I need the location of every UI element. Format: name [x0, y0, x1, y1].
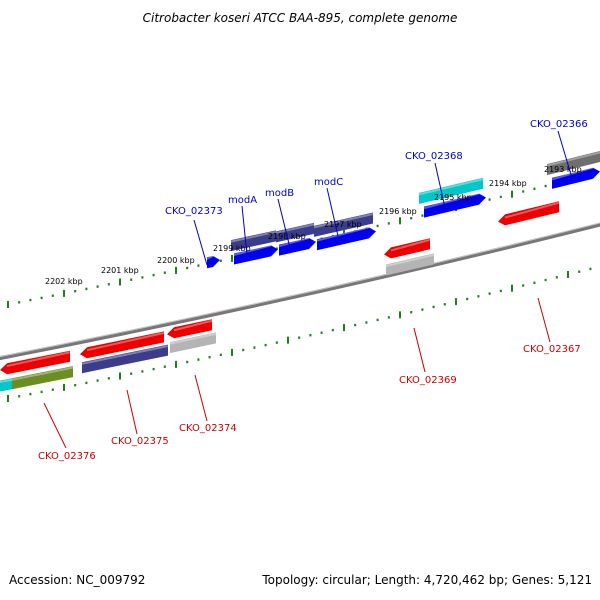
gene-cko-02374-bar [170, 332, 216, 354]
kbp-label: 2193 kbp [544, 165, 582, 174]
gene-cyan-edge [0, 378, 12, 392]
gene-cko-02366-arrow [552, 167, 600, 189]
gene-cko-02375-arrow-highlight [86, 331, 165, 352]
gene-cko-02376-bar-highlight [11, 366, 74, 381]
gene-label-moda: modA [228, 195, 257, 206]
connector-modc [326, 187, 339, 237]
topology-text: Topology: circular; Length: 4,720,462 bp… [261, 573, 592, 587]
gene-cko-02368-arrow-highlight [423, 192, 480, 210]
gene-moda-arrow-highlight [233, 244, 272, 256]
map-title: Citrobacter koseri ATCC BAA-895, complet… [143, 11, 458, 25]
gene-cko-02368-bar-highlight [418, 178, 484, 196]
kbp-label: 2201 kbp [101, 266, 139, 275]
kbp-label: 2199 kbp [213, 244, 251, 253]
connector-cko-02375 [126, 389, 138, 435]
gene-cko-02373 [207, 256, 220, 269]
connector-cko-02373 [193, 219, 208, 266]
gene-label-cko-02373: CKO_02373 [165, 206, 223, 217]
gene-cko-02374-arrow [167, 319, 212, 339]
gene-label-cko-02369: CKO_02369 [399, 375, 457, 386]
gene-moda-bar [231, 230, 276, 252]
gene-moda-bar-highlight [230, 230, 277, 243]
gene-label-cko-02374: CKO_02374 [179, 423, 237, 434]
gene-cko-02369-arrow [384, 238, 430, 259]
connector-cko-02374 [194, 374, 208, 422]
kbp-label: 2197 kbp [324, 220, 362, 229]
gene-modb-arrow [279, 237, 316, 256]
gene-cko-02375-arrow [80, 331, 164, 359]
gene-modc-arrow-highlight [316, 226, 370, 242]
gene-cko-02375-bar [82, 344, 168, 374]
connector-cko-02368 [434, 162, 447, 213]
gene-cko-02366-bar-highlight [546, 151, 600, 167]
kbp-label: 2200 kbp [157, 256, 195, 265]
connector-cko-02376 [43, 402, 67, 449]
gene-label-cko-02367: CKO_02367 [523, 344, 581, 355]
label-connectors [43, 130, 573, 449]
gene-moda-arrow [234, 245, 278, 265]
gene-label-modc: modC [314, 177, 343, 188]
gene-cko-02367-arrow [498, 201, 559, 226]
gene-cko-02366-bar [547, 151, 600, 176]
kbp-label: 2202 kbp [45, 277, 83, 286]
gene-cko-02367-arrow-highlight [504, 201, 560, 219]
kbp-label: 2194 kbp [489, 179, 527, 188]
gene-label-cko-02366: CKO_02366 [530, 119, 588, 130]
gene-cko-02373-highlight [206, 255, 214, 260]
gene-cko-02374-arrow-highlight [173, 319, 213, 332]
connector-moda [241, 205, 248, 256]
gene-modc-bar-highlight [313, 213, 374, 229]
gene-modb-bar [276, 222, 314, 243]
gene-cko-02375-bar-highlight [81, 345, 169, 365]
gene-cko-02366-arrow-highlight [551, 166, 594, 181]
gene-modc-arrow [317, 227, 376, 251]
accession-text: Accession: NC_009792 [9, 573, 145, 587]
gene-cko-02369-bar-highlight [385, 253, 435, 267]
gene-labels: CKO_02373 modA modB modC CKO_02368 CKO_0… [38, 119, 588, 462]
connector-cko-02369 [413, 327, 426, 373]
connector-cko-02367 [537, 297, 551, 343]
gene-label-cko-02375: CKO_02375 [111, 436, 169, 447]
gene-cko-02369-bar [386, 253, 434, 276]
gene-cko-02376-arrow [0, 350, 70, 375]
gene-cyan-edge-highlight [0, 378, 13, 384]
gene-modc-bar [314, 212, 373, 237]
gene-cko-02368-bar [419, 177, 483, 204]
gene-label-cko-02376: CKO_02376 [38, 451, 96, 462]
gene-modb-bar-highlight [275, 223, 315, 234]
gene-modb-arrow-highlight [278, 236, 310, 248]
gene-features [0, 151, 600, 392]
kbp-label: 2195 kbp [434, 193, 472, 202]
kbp-label: 2196 kbp [379, 207, 417, 216]
gene-cko-02376-bar [12, 366, 73, 390]
genome-backbone-highlight [0, 222, 600, 358]
connector-cko-02366 [557, 130, 573, 179]
gene-cko-02376-arrow-highlight [6, 351, 71, 368]
gene-label-modb: modB [265, 188, 294, 199]
connector-modb [277, 198, 291, 249]
gene-label-cko-02368: CKO_02368 [405, 151, 463, 162]
gene-cko-02374-bar-highlight [169, 332, 217, 345]
gene-cko-02368-arrow [424, 193, 486, 218]
genome-backbone [0, 222, 600, 361]
gene-cko-02369-arrow-highlight [390, 238, 431, 252]
